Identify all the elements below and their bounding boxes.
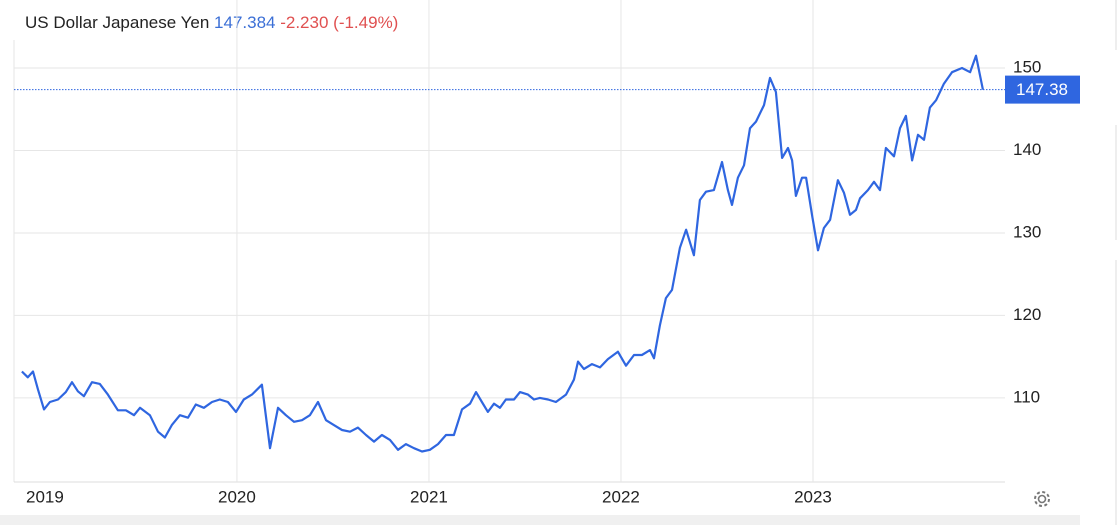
change: -2.230 — [280, 13, 328, 32]
y-tick-label: 130 — [1013, 222, 1041, 241]
x-tick-label: 2019 — [26, 487, 64, 506]
y-tick-label: 140 — [1013, 140, 1041, 159]
price: 147.384 — [214, 13, 275, 32]
bottom-strip — [0, 515, 1080, 525]
last-price-label: 147.38 — [1016, 80, 1068, 99]
last-price-box — [1005, 75, 1080, 104]
x-tick-label: 2022 — [602, 487, 640, 506]
x-tick-label: 2021 — [410, 487, 448, 506]
x-tick-label: 2020 — [218, 487, 256, 506]
settings-icon[interactable] — [1034, 491, 1050, 507]
price-line — [21, 54, 984, 453]
change-pct: (-1.49%) — [333, 13, 398, 32]
title: US Dollar Japanese Yen — [25, 13, 209, 32]
x-tick-label: 2023 — [794, 487, 832, 506]
y-tick-label: 110 — [1013, 387, 1040, 406]
chart-title: US Dollar Japanese Yen 147.384 -2.230 (-… — [25, 13, 398, 32]
y-tick-label: 150 — [1013, 58, 1041, 77]
y-tick-label: 120 — [1013, 305, 1041, 324]
